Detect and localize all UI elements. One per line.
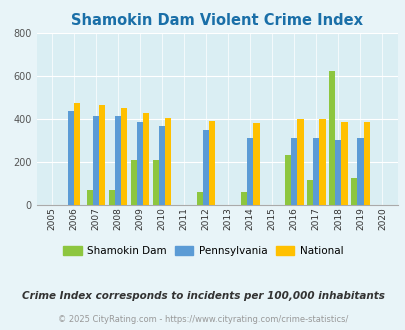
Bar bbox=[121, 108, 127, 205]
Bar bbox=[209, 121, 215, 205]
Bar bbox=[362, 122, 369, 205]
Text: Crime Index corresponds to incidents per 100,000 inhabitants: Crime Index corresponds to incidents per… bbox=[21, 291, 384, 301]
Bar bbox=[313, 138, 319, 205]
Bar bbox=[115, 116, 121, 205]
Bar bbox=[241, 192, 247, 205]
Bar bbox=[196, 192, 202, 205]
Bar bbox=[153, 160, 159, 205]
Bar bbox=[202, 129, 209, 205]
Bar bbox=[99, 105, 105, 205]
Legend: Shamokin Dam, Pennsylvania, National: Shamokin Dam, Pennsylvania, National bbox=[58, 242, 347, 260]
Bar bbox=[93, 115, 99, 205]
Bar bbox=[143, 113, 149, 205]
Bar bbox=[130, 160, 136, 205]
Bar bbox=[350, 179, 356, 205]
Bar bbox=[165, 118, 171, 205]
Bar bbox=[319, 119, 325, 205]
Bar bbox=[74, 103, 80, 205]
Bar bbox=[247, 138, 253, 205]
Bar bbox=[284, 155, 290, 205]
Bar bbox=[335, 140, 341, 205]
Bar bbox=[356, 138, 362, 205]
Bar bbox=[297, 119, 303, 205]
Bar bbox=[68, 111, 74, 205]
Title: Shamokin Dam Violent Crime Index: Shamokin Dam Violent Crime Index bbox=[71, 13, 362, 28]
Bar bbox=[109, 189, 115, 205]
Text: © 2025 CityRating.com - https://www.cityrating.com/crime-statistics/: © 2025 CityRating.com - https://www.city… bbox=[58, 315, 347, 324]
Bar bbox=[306, 180, 313, 205]
Bar bbox=[253, 123, 259, 205]
Bar bbox=[328, 71, 335, 205]
Bar bbox=[136, 122, 143, 205]
Bar bbox=[290, 138, 297, 205]
Bar bbox=[159, 126, 165, 205]
Bar bbox=[341, 122, 347, 205]
Bar bbox=[87, 189, 93, 205]
